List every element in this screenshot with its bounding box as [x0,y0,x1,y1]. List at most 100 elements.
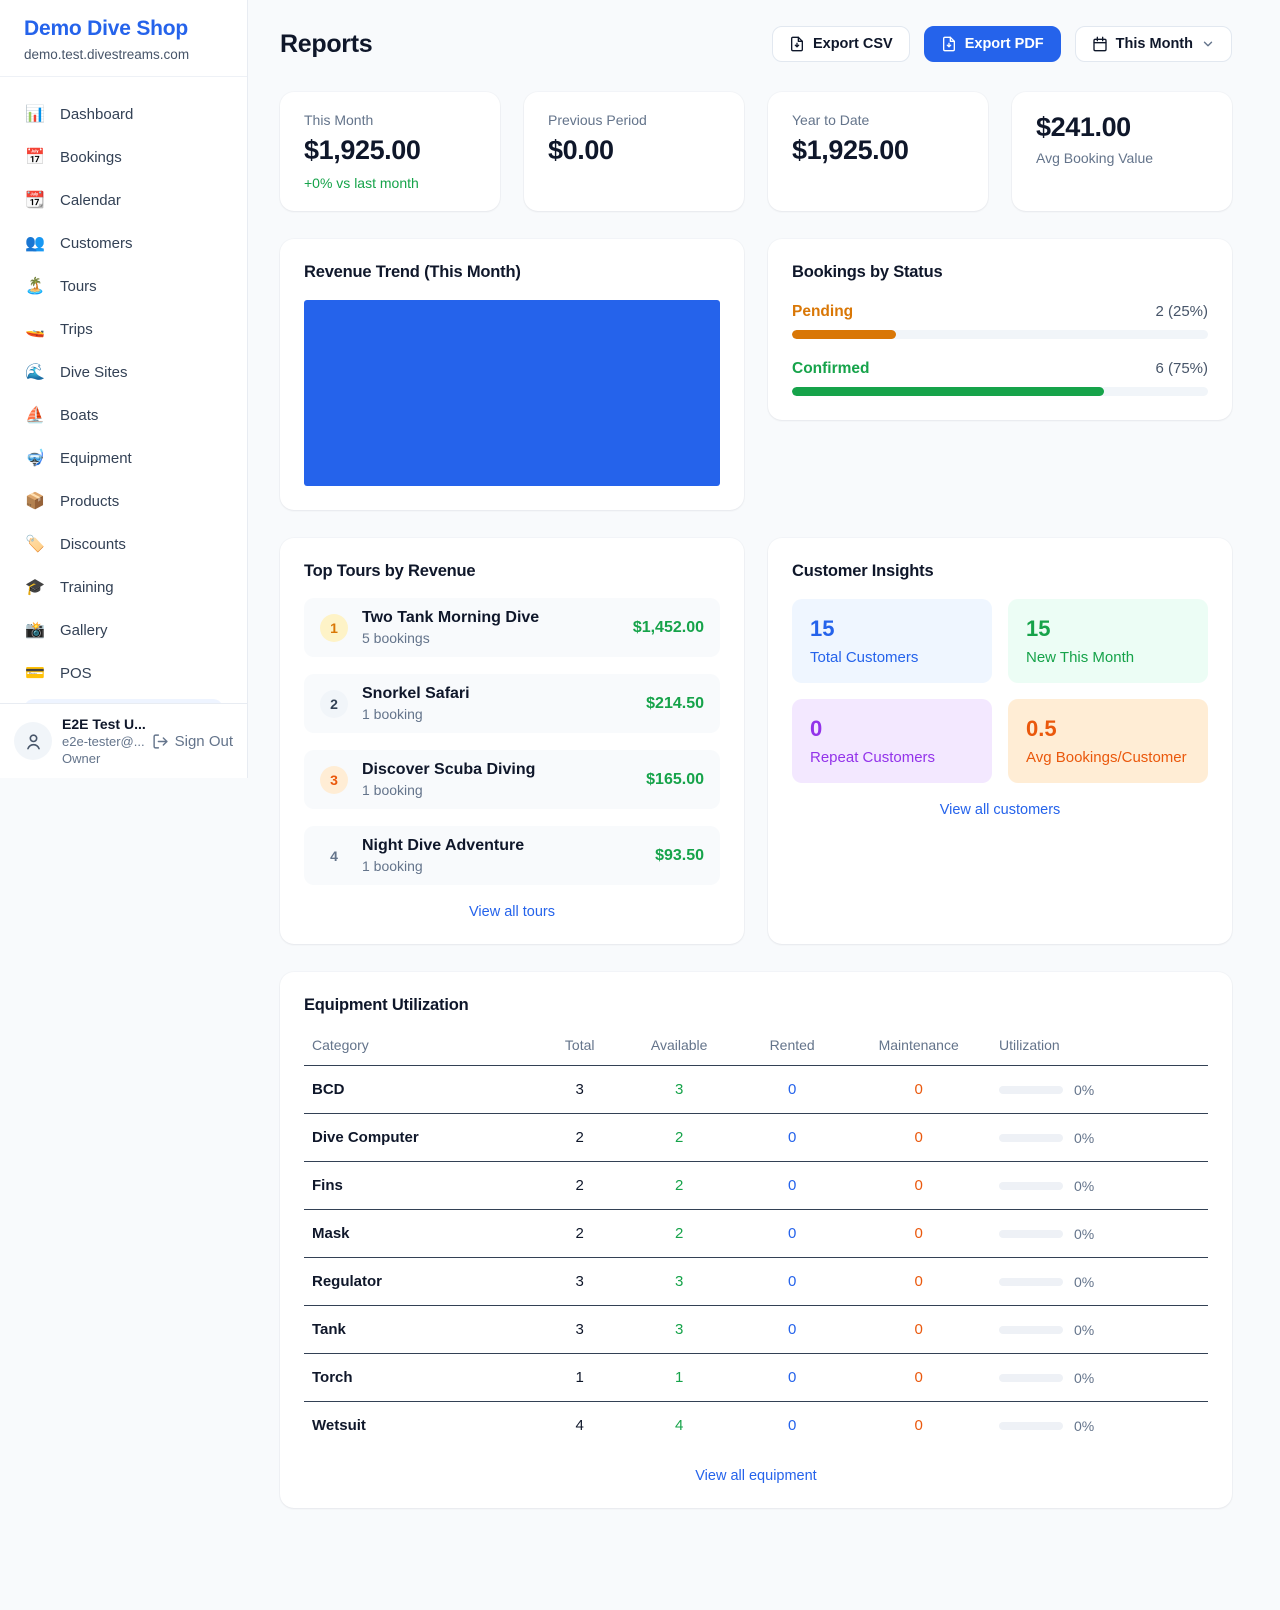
status-row-confirmed: Confirmed 6 (75%) [792,360,1208,396]
tile-avg-bookings: 0.5 Avg Bookings/Customer [1008,699,1208,783]
sidebar-item-dashboard[interactable]: 📊 Dashboard [12,93,235,136]
sidebar-item-bookings[interactable]: 📅 Bookings [12,136,235,179]
table-row: Fins 2 2 0 0 0% [304,1161,1208,1210]
sidebar-item-training[interactable]: 🎓 Training [12,566,235,609]
stat-value: $1,925.00 [304,135,421,165]
top-tours-panel: Top Tours by Revenue 1 Two Tank Morning … [280,538,744,944]
calendar-icon [1093,36,1107,52]
shop-name: Demo Dive Shop [24,17,189,40]
tour-item[interactable]: 3 Discover Scuba Diving 1 booking $165.0… [304,750,720,809]
equipment-category: Fins [304,1161,540,1210]
table-row: Tank 3 3 0 0 0% [304,1305,1208,1354]
equipment-maintenance: 0 [846,1065,991,1114]
utilization-percent: 0% [1074,1225,1095,1242]
sidebar-item-label: Discounts [60,536,126,553]
tile-label: New This Month [1026,649,1135,666]
equipment-maintenance: 0 [846,1353,991,1402]
equipment-category: Torch [304,1353,540,1402]
tile-label: Total Customers [810,649,919,666]
sidebar-item-dive-sites[interactable]: 🌊 Dive Sites [12,351,235,394]
equipment-available: 3 [620,1305,738,1354]
tile-new-this-month: 15 New This Month [1008,599,1208,683]
period-dropdown[interactable]: This Month [1074,26,1232,62]
equipment-available: 1 [620,1353,738,1402]
equipment-maintenance: 0 [846,1257,991,1306]
utilization-bar [999,1373,1063,1382]
tour-revenue: $93.50 [655,846,704,864]
status-value: 2 (25%) [1155,303,1208,320]
file-icon [790,36,803,52]
equipment-table: Category Total Available Rented Maintena… [304,1029,1208,1449]
sidebar-item-pos[interactable]: 💳 POS [12,652,235,695]
period-label: This Month [1115,36,1193,52]
view-all-equipment-link[interactable]: View all equipment [695,1468,817,1484]
utilization-percent: 0% [1074,1081,1095,1098]
equipment-rented: 0 [737,1305,847,1354]
brand-block: Demo Dive Shop demo.test.divestreams.com [0,0,247,77]
sidebar-item-trips[interactable]: 🚤 Trips [12,308,235,351]
table-row: BCD 3 3 0 0 0% [304,1065,1208,1114]
view-all-tours-link[interactable]: View all tours [469,904,555,920]
status-label: Confirmed [792,360,870,377]
sidebar-item-label: POS [60,665,92,682]
progress-fill [792,330,896,339]
user-role: Owner [62,751,101,766]
sidebar-item-tours[interactable]: 🏝️ Tours [12,265,235,308]
equipment-category: Dive Computer [304,1113,540,1162]
utilization-bar [999,1229,1063,1238]
sidebar-item-customers[interactable]: 👥 Customers [12,222,235,265]
export-csv-button[interactable]: Export CSV [771,26,910,62]
equipment-total: 3 [539,1305,621,1354]
sidebar-item-label: Customers [60,235,133,252]
tile-total-customers: 15 Total Customers [792,599,992,683]
table-row: Regulator 3 3 0 0 0% [304,1257,1208,1306]
diving-mask-icon: 🤿 [25,450,45,467]
rank-badge: 3 [320,765,348,794]
export-pdf-label: Export PDF [964,36,1044,52]
tile-value: 15 [810,616,835,641]
export-pdf-button[interactable]: Export PDF [923,26,1061,62]
page-title: Reports [280,29,373,58]
page-header: Reports Export CSV Export PDF This Month [280,26,1232,62]
progress-track [792,330,1208,339]
tile-label: Avg Bookings/Customer [1026,749,1187,766]
sidebar-item-products[interactable]: 📦 Products [12,480,235,523]
tour-item[interactable]: 2 Snorkel Safari 1 booking $214.50 [304,674,720,733]
equipment-maintenance: 0 [846,1113,991,1162]
sidebar-item-label: Boats [60,407,99,424]
view-all-customers-link[interactable]: View all customers [939,802,1061,818]
tour-item[interactable]: 4 Night Dive Adventure 1 booking $93.50 [304,826,720,885]
sidebar-item-calendar[interactable]: 📆 Calendar [12,179,235,222]
tour-item[interactable]: 1 Two Tank Morning Dive 5 bookings $1,45… [304,598,720,657]
equipment-rented: 0 [737,1161,847,1210]
equipment-category: Tank [304,1305,540,1354]
tile-repeat-customers: 0 Repeat Customers [792,699,992,783]
file-icon [942,36,955,52]
sidebar-item-gallery[interactable]: 📸 Gallery [12,609,235,652]
tour-bookings: 1 booking [362,782,423,798]
sign-out-icon [153,733,168,749]
stat-label: This Month [304,112,374,128]
equipment-category: BCD [304,1065,540,1114]
column-header-category: Category [304,1029,540,1066]
sidebar-item-equipment[interactable]: 🤿 Equipment [12,437,235,480]
sidebar-item-discounts[interactable]: 🏷️ Discounts [12,523,235,566]
sidebar-item-partial[interactable] [24,699,223,703]
avatar [14,722,52,760]
progress-fill [792,387,1104,396]
equipment-maintenance: 0 [846,1209,991,1258]
tour-bookings: 1 booking [362,858,423,874]
revenue-trend-chart [304,300,720,486]
tear-off-calendar-icon: 📆 [25,192,45,209]
stat-card-previous-period: Previous Period $0.00 [524,92,744,211]
shop-domain: demo.test.divestreams.com [24,47,190,62]
tour-revenue: $1,452.00 [632,618,704,636]
sign-out-button[interactable]: Sign Out [152,733,233,750]
sidebar-item-boats[interactable]: ⛵ Boats [12,394,235,437]
equipment-available: 3 [620,1257,738,1306]
equipment-rented: 0 [737,1065,847,1114]
equipment-available: 2 [620,1113,738,1162]
credit-card-icon: 💳 [25,665,45,682]
equipment-total: 3 [539,1065,621,1114]
utilization-bar [999,1133,1063,1142]
